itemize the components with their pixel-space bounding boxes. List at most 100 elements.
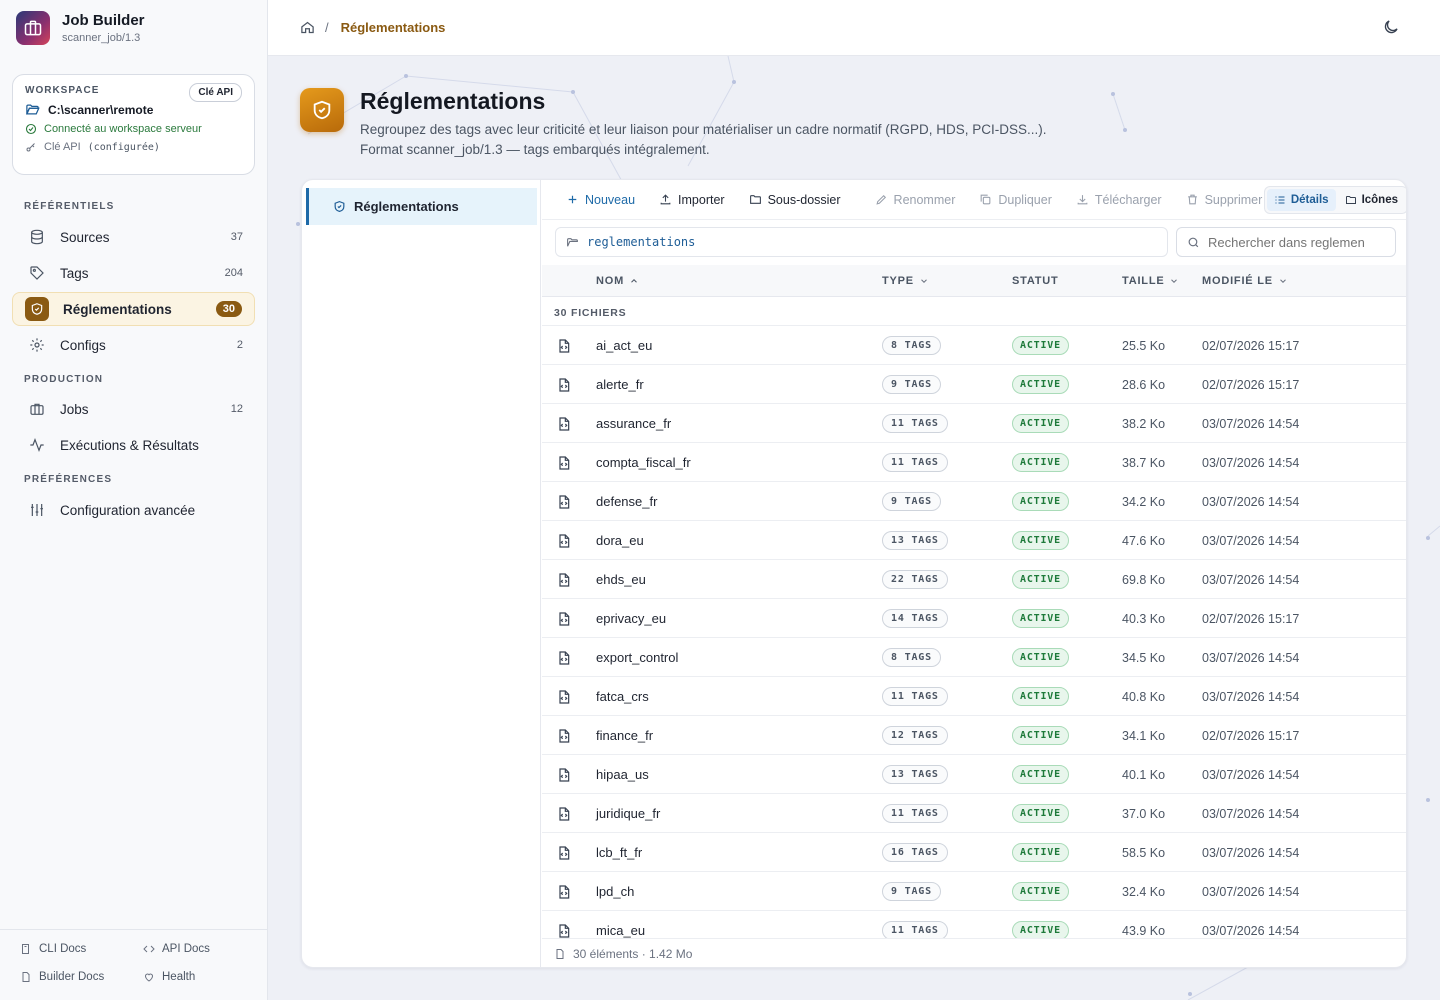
- workspace-path[interactable]: C:\scanner\remote: [25, 102, 242, 117]
- breadcrumb-current[interactable]: Réglementations: [340, 20, 446, 35]
- table-row[interactable]: assurance_fr 11 TAGS ACTIVE 38.2 Ko 03/07/20…: [542, 403, 1406, 442]
- column-name-header[interactable]: Nom: [596, 265, 639, 297]
- sidebar-item-reglementations[interactable]: Réglementations 30: [12, 292, 255, 326]
- status-badge: ACTIVE: [1012, 453, 1069, 472]
- view-details-button[interactable]: Détails: [1266, 189, 1336, 211]
- file-icon: [556, 872, 572, 911]
- search-icon: [1188, 237, 1199, 247]
- table-row[interactable]: lcb_ft_fr 16 TAGS ACTIVE 58.5 Ko 03/07/2026 …: [542, 832, 1406, 871]
- folder-open-icon: [25, 104, 40, 115]
- status-badge: ACTIVE: [1012, 609, 1069, 628]
- status-badge: ACTIVE: [1012, 843, 1069, 862]
- sidebar-item-executions[interactable]: Exécutions & Résultats: [12, 428, 255, 462]
- column-size-header[interactable]: Taille: [1122, 265, 1179, 297]
- file-list: ai_act_eu 8 TAGS ACTIVE 25.5 Ko 02/07/2026 1…: [542, 325, 1406, 938]
- table-row[interactable]: lpd_ch 9 TAGS ACTIVE 32.4 Ko 03/07/2026 14:5…: [542, 871, 1406, 911]
- download-button[interactable]: Télécharger: [1064, 180, 1174, 220]
- file-name[interactable]: mica_eu: [596, 923, 646, 938]
- sidebar-item-tags[interactable]: Tags 204: [12, 256, 255, 290]
- page-description-line2: Format scanner_job/1.3 — tags embarqués …: [360, 142, 710, 157]
- table-row[interactable]: defense_fr 9 TAGS ACTIVE 34.2 Ko 03/07/2026 …: [542, 481, 1406, 520]
- duplicate-button[interactable]: Dupliquer: [967, 180, 1064, 220]
- file-modified: 03/07/2026 14:54: [1202, 923, 1300, 938]
- file-name[interactable]: export_control: [596, 650, 679, 665]
- file-modified: 02/07/2026 15:17: [1202, 377, 1300, 392]
- file-size: 40.8 Ko: [1122, 689, 1166, 704]
- copy-icon: [981, 194, 991, 205]
- sidebar-item-advanced-config[interactable]: Configuration avancée: [12, 493, 255, 527]
- file-name[interactable]: ehds_eu: [596, 572, 646, 587]
- api-state: (configurée): [87, 141, 160, 153]
- column-status-header[interactable]: Statut: [1012, 265, 1059, 297]
- file-name[interactable]: juridique_fr: [596, 806, 661, 821]
- tree-item-reglementations[interactable]: Réglementations: [306, 188, 537, 225]
- builder-docs-label: Builder Docs: [39, 971, 105, 983]
- search-input[interactable]: [1208, 234, 1373, 250]
- sidebar-item-count: 37: [230, 231, 243, 243]
- file-name[interactable]: defense_fr: [596, 494, 658, 509]
- workspace-status-text: Connecté au workspace serveur: [44, 123, 202, 135]
- table-row[interactable]: finance_fr 12 TAGS ACTIVE 34.1 Ko 02/07/2026…: [542, 715, 1406, 754]
- table-row[interactable]: export_control 8 TAGS ACTIVE 34.5 Ko 03/07/2…: [542, 637, 1406, 676]
- file-name[interactable]: compta_fiscal_fr: [596, 455, 691, 470]
- path-bar[interactable]: reglementations: [555, 227, 1168, 257]
- tag-count-badge: 13 TAGS: [882, 765, 948, 784]
- file-name[interactable]: ai_act_eu: [596, 338, 653, 353]
- file-name[interactable]: lpd_ch: [596, 884, 635, 899]
- import-button[interactable]: Importer: [647, 180, 737, 220]
- file-name[interactable]: dora_eu: [596, 533, 644, 548]
- app-version: scanner_job/1.3: [62, 32, 141, 44]
- file-size: 58.5 Ko: [1122, 845, 1166, 860]
- subfolder-button[interactable]: Sous-dossier: [737, 180, 853, 220]
- tag-count-badge: 9 TAGS: [882, 492, 941, 511]
- builder-docs-link[interactable]: Builder Docs: [20, 971, 104, 983]
- sidebar-item-jobs[interactable]: Jobs 12: [12, 392, 255, 426]
- delete-button[interactable]: Supprimer: [1174, 180, 1275, 220]
- file-size: 28.6 Ko: [1122, 377, 1166, 392]
- table-row[interactable]: juridique_fr 11 TAGS ACTIVE 37.0 Ko 03/07/20…: [542, 793, 1406, 832]
- cli-docs-link[interactable]: CLI Docs: [20, 943, 86, 955]
- table-row[interactable]: ai_act_eu 8 TAGS ACTIVE 25.5 Ko 02/07/2026 1…: [542, 325, 1406, 364]
- sidebar-item-label: Tags: [60, 265, 89, 281]
- file-modified: 03/07/2026 14:54: [1202, 533, 1300, 548]
- new-button[interactable]: Nouveau: [542, 180, 647, 220]
- page-title: Réglementations: [360, 88, 546, 114]
- view-icons-button[interactable]: Icônes: [1338, 189, 1405, 211]
- file-name[interactable]: hipaa_us: [596, 767, 649, 782]
- table-row[interactable]: compta_fiscal_fr 11 TAGS ACTIVE 38.7 Ko 03/0…: [542, 442, 1406, 481]
- rename-button[interactable]: Renommer: [863, 180, 968, 220]
- file-name[interactable]: fatca_crs: [596, 689, 649, 704]
- api-key-button[interactable]: Clé API: [189, 83, 242, 102]
- column-type-header[interactable]: Type: [882, 265, 929, 297]
- table-row[interactable]: fatca_crs 11 TAGS ACTIVE 40.8 Ko 03/07/2026 …: [542, 676, 1406, 715]
- table-row[interactable]: dora_eu 13 TAGS ACTIVE 47.6 Ko 03/07/2026 14…: [542, 520, 1406, 559]
- file-name[interactable]: alerte_fr: [596, 377, 644, 392]
- brand[interactable]: Job Builder scanner_job/1.3: [0, 0, 267, 56]
- view-toggle: Détails Icônes: [1263, 186, 1406, 214]
- home-icon[interactable]: [300, 20, 315, 35]
- file-modified: 03/07/2026 14:54: [1202, 767, 1300, 782]
- tag-count-badge: 14 TAGS: [882, 609, 948, 628]
- app-title: Job Builder: [62, 12, 145, 29]
- file-name[interactable]: lcb_ft_fr: [596, 845, 643, 860]
- file-name[interactable]: finance_fr: [596, 728, 654, 743]
- file-name[interactable]: eprivacy_eu: [596, 611, 667, 626]
- table-row[interactable]: ehds_eu 22 TAGS ACTIVE 69.8 Ko 03/07/2026 14…: [542, 559, 1406, 598]
- status-badge: ACTIVE: [1012, 336, 1069, 355]
- chevron-down-icon: [921, 279, 927, 283]
- file-modified: 03/07/2026 14:54: [1202, 884, 1300, 899]
- rename-label: Renommer: [893, 192, 956, 207]
- table-row[interactable]: mica_eu 11 TAGS ACTIVE 43.9 Ko 03/07/2026 14…: [542, 910, 1406, 938]
- api-docs-link[interactable]: API Docs: [143, 943, 210, 955]
- table-row[interactable]: alerte_fr 9 TAGS ACTIVE 28.6 Ko 02/07/2026 1…: [542, 364, 1406, 403]
- tree-item-label: Réglementations: [354, 199, 459, 214]
- health-link[interactable]: Health: [143, 971, 195, 983]
- column-modified-header[interactable]: Modifié le: [1202, 265, 1288, 297]
- sidebar-item-configs[interactable]: Configs 2: [12, 328, 255, 362]
- workspace-path-text: C:\scanner\remote: [48, 102, 154, 117]
- table-row[interactable]: eprivacy_eu 14 TAGS ACTIVE 40.3 Ko 02/07/202…: [542, 598, 1406, 637]
- sidebar-item-sources[interactable]: Sources 37: [12, 220, 255, 254]
- table-row[interactable]: hipaa_us 13 TAGS ACTIVE 40.1 Ko 03/07/2026 1…: [542, 754, 1406, 793]
- theme-toggle-button[interactable]: [1382, 18, 1400, 41]
- file-name[interactable]: assurance_fr: [596, 416, 672, 431]
